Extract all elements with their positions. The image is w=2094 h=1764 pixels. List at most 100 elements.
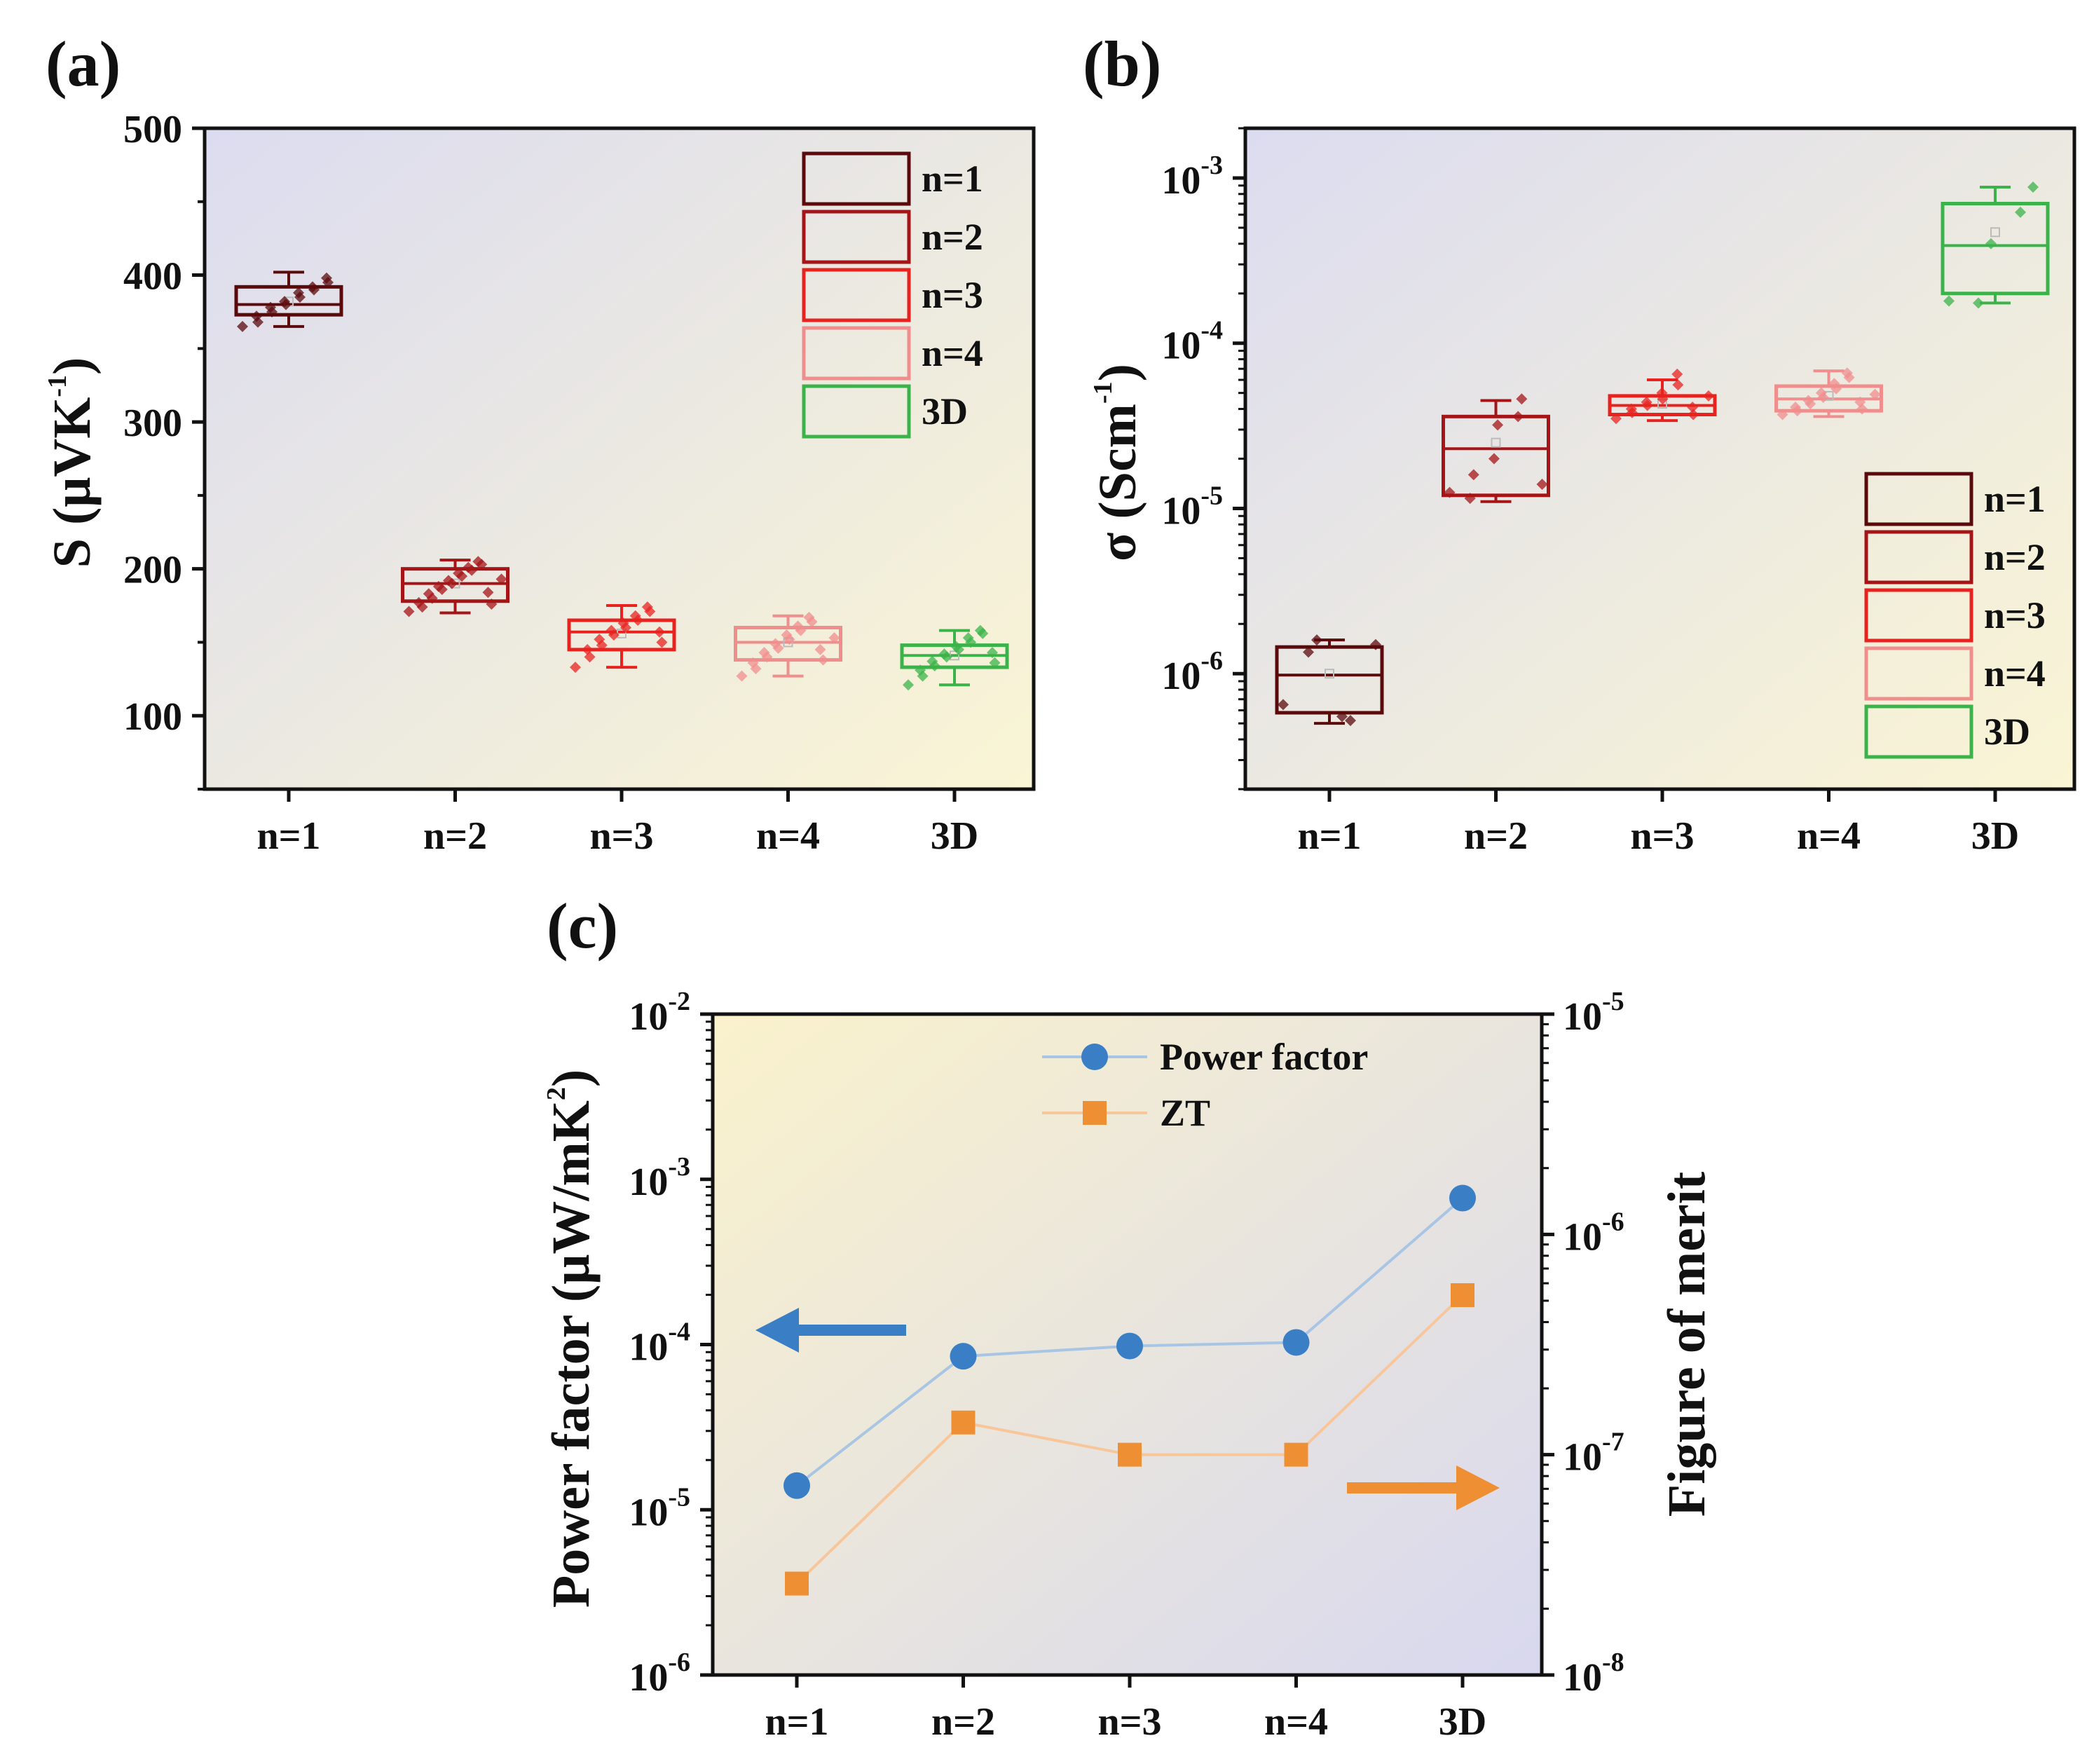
a-box-n=4	[734, 611, 842, 682]
data-point	[1303, 646, 1314, 658]
y-ticks-c: 10-6 10-5 10-4 10-3 10-2 10-8 10-7 10-6 10-5 n=1 n…	[629, 987, 1624, 1744]
data-point	[1451, 1283, 1474, 1308]
legend-marker	[1081, 1044, 1108, 1070]
b-legend-label: n=3	[1984, 594, 2046, 636]
data-point	[1802, 395, 1814, 406]
data-point	[251, 310, 262, 322]
data-point	[1841, 367, 1853, 379]
a-y-tick-label: 500	[123, 108, 182, 151]
a-legend-swatch	[802, 268, 911, 322]
c-x-tick-label: n=3	[1097, 1700, 1161, 1744]
b-legend-swatch	[1864, 704, 1973, 759]
a-y-tick-label: 200	[123, 549, 182, 592]
data-point	[1610, 413, 1622, 425]
data-point	[453, 567, 465, 579]
data-point	[1625, 403, 1637, 415]
a-x-tick-label: 3D	[931, 814, 978, 858]
data-point	[495, 573, 507, 585]
box-mean	[1325, 669, 1334, 679]
c-left-y-tick-label: 10-3	[629, 1152, 690, 1204]
a-box-3D	[900, 624, 1009, 691]
box-iqr	[234, 285, 343, 317]
data-point	[938, 648, 950, 660]
plot-area-b	[1243, 126, 2076, 791]
a-legend-label: n=4	[922, 332, 983, 374]
panel-b: (b) 10-610-510-410-3n=1 n=2 n=3 n=4 3D n=1n=…	[1083, 28, 2076, 858]
data-point	[237, 320, 248, 332]
b-box-n=1	[1275, 634, 1384, 727]
c-left-y-tick-label: 10-5	[629, 1482, 690, 1534]
b-legend-label: n=1	[1984, 478, 2046, 520]
data-point	[758, 647, 770, 659]
data-point	[814, 643, 826, 655]
data-point	[1536, 479, 1548, 491]
data-point	[1118, 1442, 1142, 1467]
b-y-tick-label: 10-6	[1161, 646, 1223, 698]
c-right-y-tick-label: 10-8	[1563, 1648, 1624, 1700]
data-point	[486, 598, 498, 610]
data-point	[307, 281, 318, 293]
b-y-tick-label: 10-4	[1161, 316, 1223, 368]
data-point	[1516, 393, 1528, 405]
data-point	[803, 611, 815, 623]
y-ticks-b: 10-6 10-5 10-4 10-3 n=1 n=2 n=3 n=4 3D	[1161, 127, 2019, 858]
y-axis-title-left-c: Power factor (μW/mK2)	[542, 1069, 601, 1608]
c-x-tick-label: n=2	[931, 1700, 995, 1744]
data-point	[265, 301, 276, 313]
data-point	[570, 662, 581, 674]
arrow-right-head	[1456, 1465, 1500, 1510]
data-point	[1370, 638, 1381, 650]
b-x-tick-label: n=3	[1630, 814, 1694, 858]
a-legend-label: n=2	[922, 216, 983, 258]
data-point	[1703, 390, 1714, 402]
a-legend-swatch	[802, 384, 911, 439]
a-legend-swatch	[802, 151, 911, 206]
series-c	[783, 1184, 1476, 1596]
data-point	[617, 617, 629, 629]
data-point	[293, 287, 304, 299]
data-point	[442, 575, 454, 587]
data-point	[423, 588, 434, 600]
axis-arrows-c	[755, 1308, 1500, 1510]
data-point	[1116, 1332, 1143, 1360]
data-point	[1656, 387, 1668, 399]
a-legend-swatch	[802, 326, 911, 381]
data-point	[915, 664, 926, 676]
legend-label: Power factor	[1160, 1036, 1368, 1078]
b-y-tick-label: 10-3	[1161, 151, 1223, 203]
b-legend-label: n=2	[1984, 536, 2046, 578]
boxes-b	[1275, 182, 2050, 727]
b-legend-swatch	[1864, 646, 1973, 701]
a-box-n=3	[567, 601, 676, 674]
data-point	[926, 655, 938, 667]
c-right-y-tick-label: 10-7	[1563, 1428, 1624, 1479]
data-point	[950, 1343, 977, 1370]
legend-b: n=1 n=2 n=3 n=4 3D	[1864, 472, 2046, 759]
data-point	[1815, 387, 1827, 399]
a-y-tick-label: 400	[123, 255, 182, 299]
a-y-tick-label: 100	[123, 695, 182, 739]
b-legend-swatch	[1864, 530, 1973, 584]
data-point	[747, 657, 759, 669]
data-point	[1688, 409, 1699, 421]
data-point	[1488, 453, 1500, 465]
data-point	[1671, 368, 1683, 380]
data-point	[2015, 206, 2026, 218]
data-point	[987, 647, 998, 659]
box-iqr	[401, 567, 509, 603]
data-point	[1278, 699, 1289, 711]
b-legend-swatch	[1864, 588, 1973, 643]
a-x-tick-label: n=1	[256, 814, 320, 858]
data-point	[817, 654, 829, 666]
data-point	[472, 556, 484, 568]
c-right-y-tick-label: 10-6	[1563, 1207, 1624, 1259]
data-point	[654, 626, 665, 638]
box-mean	[1491, 437, 1501, 448]
data-point	[1943, 295, 1955, 307]
b-x-tick-label: 3D	[1971, 814, 2019, 858]
box-iqr	[734, 625, 842, 662]
data-point	[279, 296, 290, 308]
b-legend-swatch	[1864, 472, 1973, 526]
b-box-3D	[1941, 182, 2050, 309]
